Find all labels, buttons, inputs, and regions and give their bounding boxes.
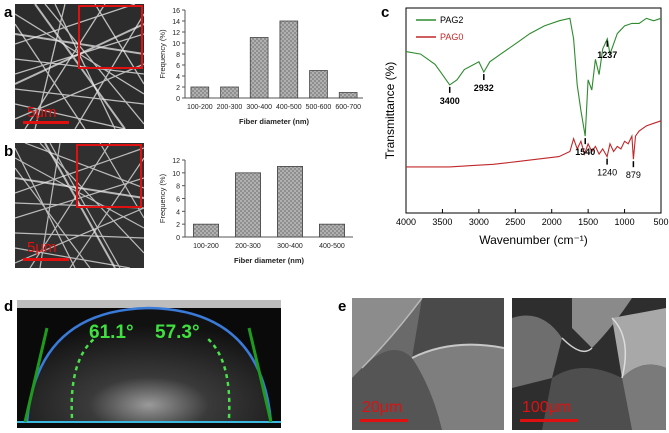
x-tick-label: 600-700 [335,104,361,111]
scale-label-b: 5μm [27,239,57,256]
scale-label-e1: 20μm [362,399,403,416]
annotation-label: 1237 [597,50,617,60]
x-tick-label: 3000 [469,217,489,227]
fiber-network-b [15,143,144,268]
ftir-chart: 4000 3500 3000 2500 2000 1500 1000 500 Wavenumbe… [383,7,669,247]
annotation-label: 2932 [474,83,494,93]
y-axis-label: Frequency (%) [158,29,167,79]
y-tick-label: 4 [176,74,180,81]
y-tick-label: 6 [176,197,180,204]
panel-label-a: a [4,4,13,21]
bar [193,223,220,238]
x-tick-label: 400-500 [319,243,345,250]
contact-angle-image: 61.1° 57.3° [17,300,281,428]
droplet-drawing [17,300,281,428]
sem-image-a: 5μm [15,4,144,129]
contact-angle-right: 57.3° [155,322,200,343]
sem-image-b: 5μm [15,143,144,268]
fiber-network-a [15,4,144,129]
histogram-b: 0 2 4 6 8 10 12 100-200 200-300 300-400 400-500 Fib… [158,158,353,265]
y-tick-label: 16 [172,8,180,15]
sem-texture-e2 [512,298,666,430]
y-tick-label: 0 [176,235,180,242]
sem-texture-e1 [352,298,504,430]
annotation-label: 879 [626,170,641,180]
bar [249,37,269,99]
x-tick-label: 1500 [578,217,598,227]
x-tick-label: 200-300 [217,104,243,111]
scale-label-e2: 100μm [522,399,572,416]
legend-label: PAG2 [440,15,463,25]
sem-image-e2: 100μm [512,298,666,430]
panel-label-c: c [381,4,390,21]
x-tick-label: 300-400 [246,104,272,111]
y-axis-label: Transmittance (%) [383,62,397,160]
x-tick-label: 100-200 [187,104,213,111]
panel-label-b: b [4,143,14,160]
panel-label-e: e [338,298,347,315]
y-tick-label: 4 [176,209,180,216]
x-tick-label: 2000 [542,217,562,227]
x-axis-label: Fiber diameter (nm) [239,117,310,126]
x-tick-label: 400-500 [276,104,302,111]
scale-bar-e1 [360,419,408,422]
sem-image-e1: 20μm [352,298,504,430]
bar [190,86,210,99]
x-tick-label: 4000 [396,217,416,227]
bar [220,86,239,99]
bar [318,223,345,238]
x-tick-label: 500 [653,217,668,227]
annotation-label: 1240 [597,168,617,178]
annotation-label: 1540 [575,147,595,157]
x-axis-label: Wavenumber (cm⁻¹) [479,233,588,247]
series-line-pag0 [406,120,662,168]
x-tick-label: 1000 [615,217,635,227]
y-tick-label: 12 [172,30,180,37]
legend-label: PAG0 [440,32,463,42]
bar [279,20,299,99]
histogram-a: 0 2 4 6 8 10 12 14 16 100-200 200-300 300-400 400-50… [158,8,363,126]
y-tick-label: 10 [172,41,180,48]
y-axis-label: Frequency (%) [158,173,167,223]
bar [309,70,328,99]
y-tick-label: 8 [176,52,180,59]
series-line-pag2 [405,17,662,137]
x-axis-label: Fiber diameter (nm) [234,256,305,265]
annotation-label: 3400 [440,96,460,106]
y-tick-label: 14 [172,19,180,26]
x-tick-label: 2500 [505,217,525,227]
x-tick-label: 3500 [432,217,452,227]
x-tick-label: 500-600 [306,104,332,111]
scale-bar-b [23,258,69,261]
x-tick-label: 100-200 [193,243,219,250]
contact-angle-left: 61.1° [89,322,134,343]
y-tick-label: 2 [176,222,180,229]
y-tick-label: 10 [172,171,180,178]
x-tick-label: 200-300 [235,243,261,250]
panel-label-d: d [4,298,14,315]
bar [277,166,304,238]
plot-frame [405,7,662,214]
y-tick-label: 0 [176,96,180,103]
y-tick-label: 12 [172,158,180,165]
y-tick-label: 8 [176,184,180,191]
scale-label-a: 5μm [27,104,57,121]
bar [235,172,262,238]
scale-bar-e2 [520,419,578,422]
y-tick-label: 6 [176,63,180,70]
y-tick-label: 2 [176,85,180,92]
scale-bar-a [23,121,69,124]
bar [338,92,358,99]
x-tick-label: 300-400 [277,243,303,250]
